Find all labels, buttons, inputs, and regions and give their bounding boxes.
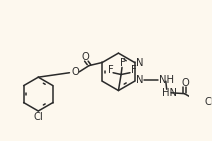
Text: F: F [120, 58, 126, 68]
Text: HN: HN [162, 88, 177, 98]
Text: O: O [72, 67, 80, 77]
Text: N: N [136, 58, 144, 68]
Text: O: O [82, 52, 89, 62]
Text: F: F [107, 65, 113, 75]
Text: N: N [136, 75, 144, 85]
Text: Cl: Cl [205, 97, 212, 107]
Text: NH: NH [159, 75, 174, 85]
Text: Cl: Cl [33, 112, 43, 122]
Text: O: O [181, 78, 189, 88]
Text: F: F [131, 65, 137, 75]
